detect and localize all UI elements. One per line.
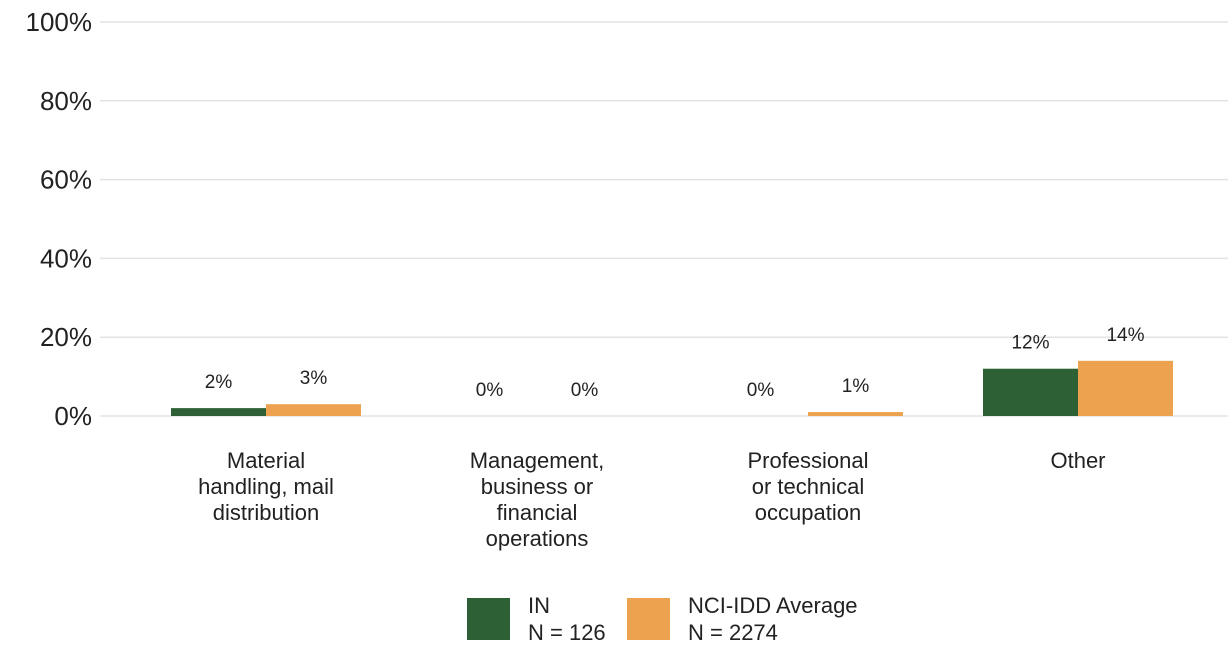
category-label: Material handling, mail distribution: [198, 448, 334, 525]
category-label-line: business or: [481, 474, 594, 499]
bar-in: [983, 368, 1078, 416]
legend-swatch: [467, 598, 510, 640]
y-tick-label: 40%: [40, 243, 92, 273]
category-label-line: or technical: [752, 474, 865, 499]
category-label-line: distribution: [213, 500, 319, 525]
y-tick-label: 80%: [40, 86, 92, 116]
bar-nci-idd-average: [808, 412, 903, 416]
category-label-line: operations: [486, 526, 589, 551]
legend-label: IN N = 126: [528, 593, 606, 645]
bar-nci-idd-average: [1078, 360, 1173, 416]
bar-nci-idd-average: [266, 404, 361, 416]
legend-label-line: IN: [528, 593, 550, 618]
data-label: 2%: [205, 372, 233, 393]
legend-swatch: [627, 598, 670, 640]
category-label-line: occupation: [755, 500, 861, 525]
bar-in: [171, 408, 266, 416]
data-label: 0%: [747, 380, 775, 401]
legend-label-line: NCI-IDD Average: [688, 593, 858, 618]
legend-label-line: N = 126: [528, 620, 606, 645]
category-label-line: financial: [497, 500, 578, 525]
category-label: Professional or technical occupation: [747, 448, 868, 525]
data-labels: 2% 0% 0% 12% 3% 0% 1% 14%: [205, 325, 1145, 401]
category-label-line: handling, mail: [198, 474, 334, 499]
data-label: 0%: [476, 380, 504, 401]
category-label: Management, business or financial operation…: [470, 448, 605, 551]
legend-label-line: N = 2274: [688, 620, 778, 645]
bars: [171, 360, 1173, 416]
category-label-line: Management,: [470, 448, 605, 473]
y-tick-label: 100%: [26, 7, 93, 37]
category-label-line: Other: [1050, 448, 1105, 473]
data-label: 0%: [571, 380, 599, 401]
y-tick-label: 20%: [40, 322, 92, 352]
y-tick-label: 60%: [40, 165, 92, 195]
legend-label: NCI-IDD Average N = 2274: [688, 593, 858, 645]
data-label: 14%: [1106, 325, 1144, 346]
data-label: 12%: [1011, 333, 1049, 354]
data-label: 3%: [300, 368, 328, 389]
x-axis-category-labels: Material handling, mail distribution Manage…: [198, 448, 1105, 551]
category-label: Other: [1050, 448, 1105, 473]
data-label: 1%: [842, 376, 870, 397]
category-label-line: Professional: [747, 448, 868, 473]
y-tick-label: 0%: [54, 401, 92, 431]
y-axis-tick-labels: 0% 20% 40% 60% 80% 100%: [26, 7, 93, 431]
legend: IN N = 126 NCI-IDD Average N = 2274: [467, 593, 858, 645]
gridlines: [100, 21, 1228, 417]
category-label-line: Material: [227, 448, 305, 473]
